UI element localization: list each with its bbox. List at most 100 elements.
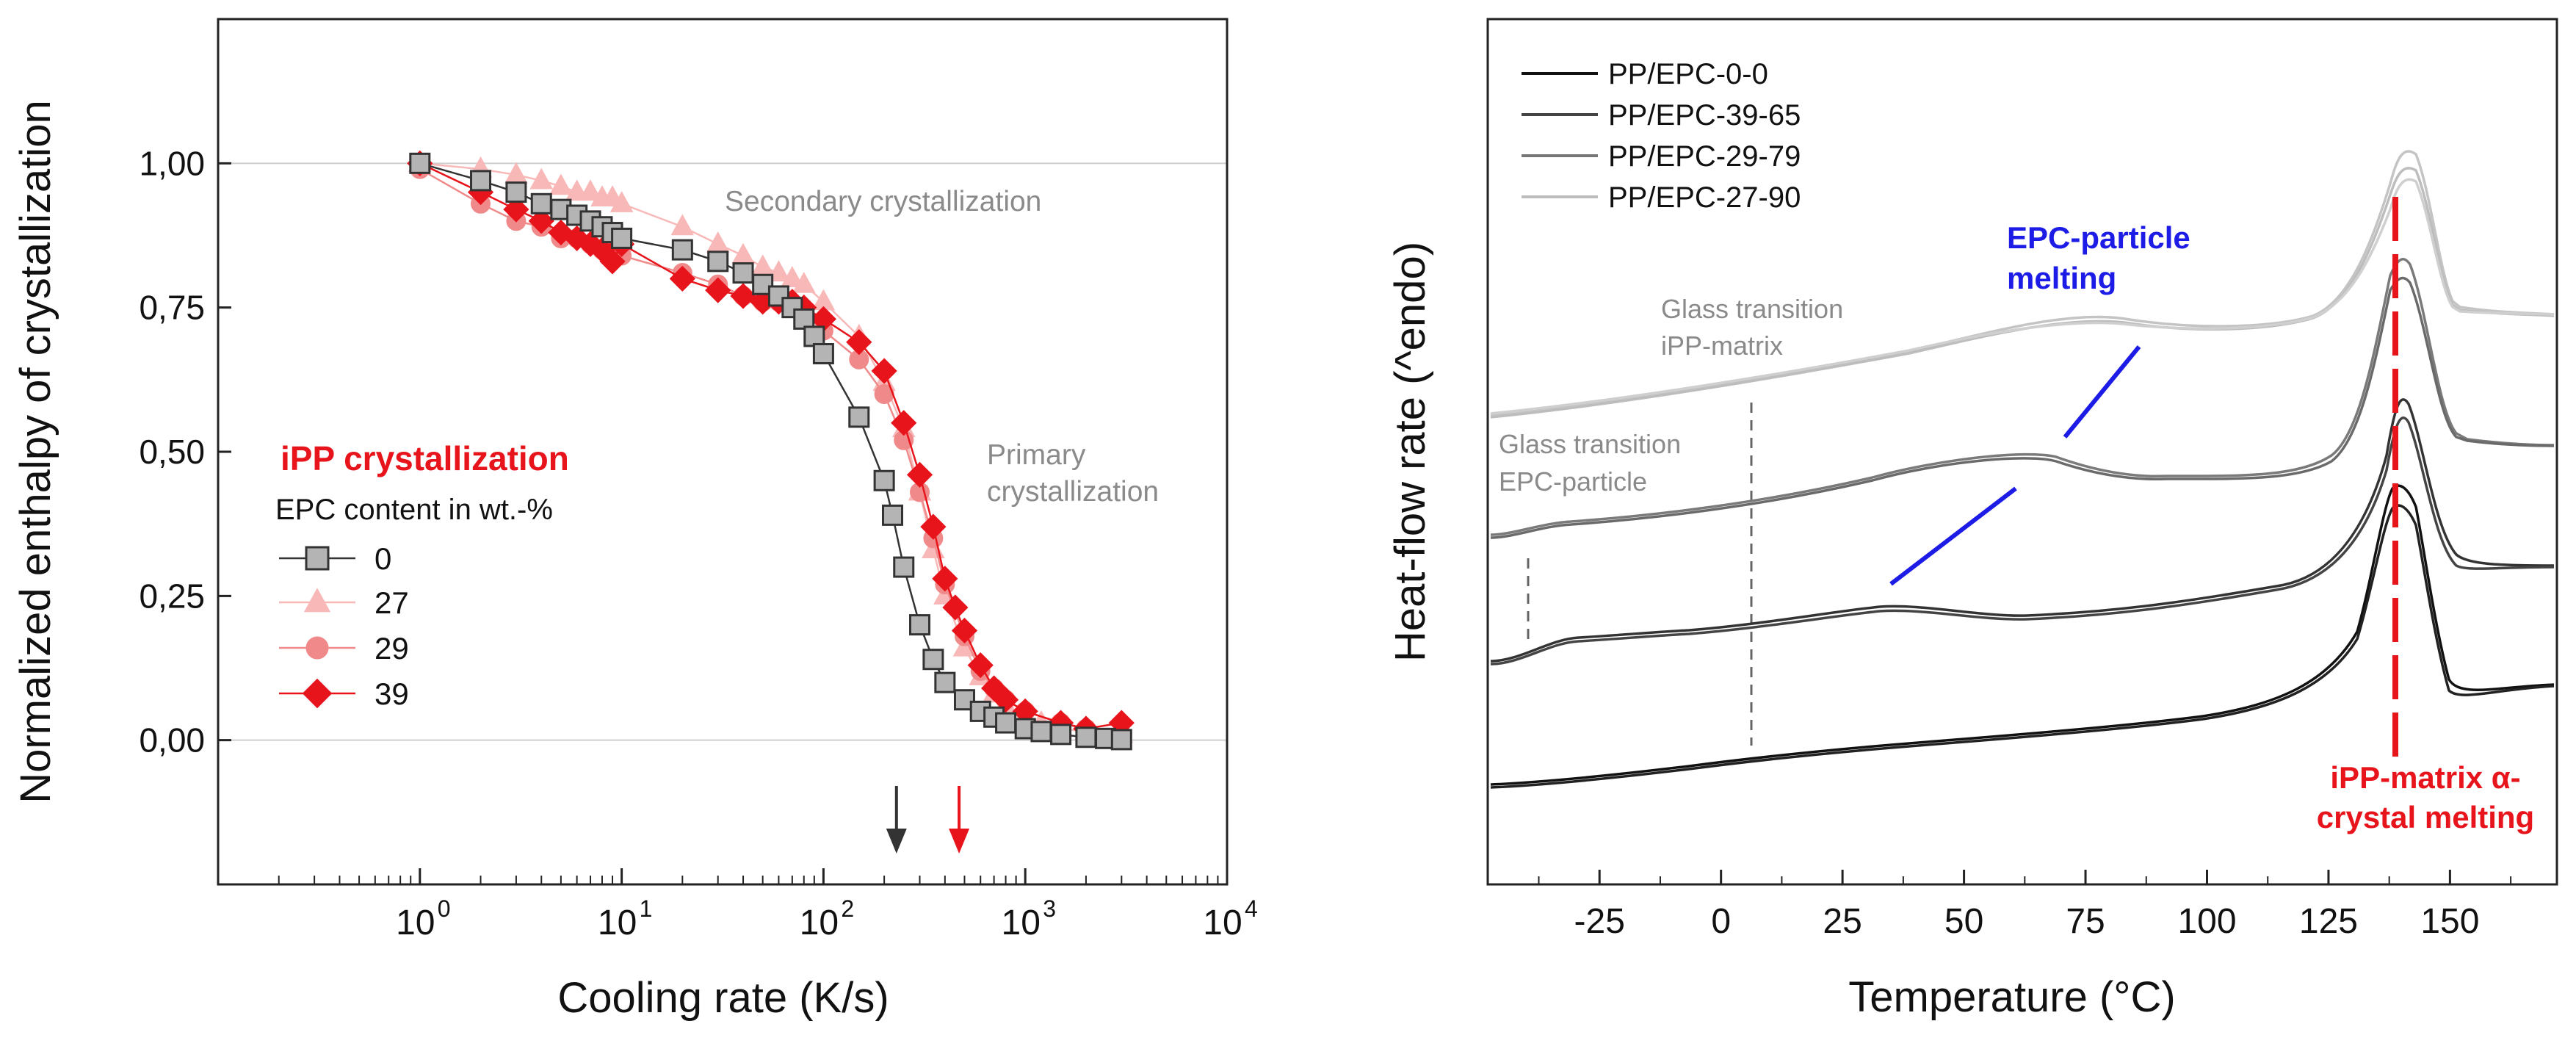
legend-item-pp-epc-27-90: PP/EPC-27-90 bbox=[1522, 181, 1801, 214]
legend-label: 39 bbox=[375, 677, 409, 711]
data-point-epc-0 bbox=[893, 556, 915, 578]
dsc-curves bbox=[1490, 150, 2555, 789]
curve-pp-epc-0-0-a bbox=[1490, 484, 2555, 786]
legend-label: 29 bbox=[375, 631, 409, 666]
left-y-axis-label: Normalized enthalpy of crystallization bbox=[12, 100, 59, 803]
glass-transition-epc-annotation-line1: Glass transition bbox=[1499, 429, 1681, 459]
legend-marker bbox=[305, 636, 329, 660]
legend-label: PP/EPC-27-90 bbox=[1608, 181, 1801, 214]
data-point-epc-0 bbox=[707, 250, 729, 273]
right-legend: PP/EPC-0-0 PP/EPC-39-65 PP/EPC-29-79 PP/EPC… bbox=[1522, 58, 1801, 214]
right-x-tick-label-7: 150 bbox=[2420, 902, 2479, 941]
right-plot-frame bbox=[1486, 18, 2558, 886]
right-x-axis-label: Temperature (°C) bbox=[1848, 973, 2175, 1021]
left-x-tick-label-2: 10 bbox=[800, 903, 839, 942]
data-point-epc-27 bbox=[579, 179, 602, 201]
data-point-epc-0 bbox=[671, 239, 693, 261]
left-y-tick-label-1: 0,25 bbox=[139, 577, 205, 615]
data-point-epc-0 bbox=[409, 152, 431, 174]
data-point-epc-0 bbox=[881, 504, 903, 526]
data-point-epc-39 bbox=[599, 248, 626, 275]
legend-item-epc-0: 0 bbox=[279, 541, 391, 576]
data-point-epc-27 bbox=[549, 173, 573, 195]
left-y-tick-label-3: 0,75 bbox=[139, 289, 205, 327]
left-x-tick-exponent-2: 2 bbox=[841, 895, 854, 922]
left-y-tick-label-4: 1,00 bbox=[139, 144, 205, 182]
primary-crystallization-annotation-line2: crystallization bbox=[987, 476, 1159, 508]
data-point-epc-39 bbox=[906, 461, 933, 488]
data-point-epc-39 bbox=[503, 196, 529, 223]
data-point-epc-39 bbox=[891, 410, 917, 436]
data-point-epc-0 bbox=[803, 325, 825, 347]
data-point-epc-0 bbox=[922, 649, 944, 671]
data-point-epc-39 bbox=[967, 652, 994, 679]
ipp-melting-annotation-line1: iPP-matrix α- bbox=[2330, 760, 2520, 795]
legend-marker bbox=[305, 546, 330, 571]
left-y-tick-label-2: 0,50 bbox=[139, 433, 205, 471]
data-point-epc-0 bbox=[470, 170, 492, 192]
data-point-epc-0 bbox=[1110, 729, 1132, 751]
data-point-epc-0 bbox=[995, 712, 1017, 734]
data-point-epc-0 bbox=[934, 671, 956, 693]
legend-subtitle: EPC content in wt.-% bbox=[275, 494, 553, 526]
data-point-epc-0 bbox=[812, 342, 834, 364]
curve-pp-epc-39-65-b bbox=[1490, 416, 2555, 666]
data-point-epc-0 bbox=[530, 192, 552, 214]
data-point-epc-27 bbox=[529, 167, 554, 190]
data-point-epc-27 bbox=[706, 231, 730, 253]
left-x-tick-label-1: 10 bbox=[598, 903, 637, 942]
left-chart: 0,000,250,500,751,00 10 0 10 1 10 2 10 3 10 4 Coo… bbox=[12, 18, 1258, 1022]
data-point-epc-39 bbox=[730, 283, 756, 309]
left-legend: iPP crystallization EPC content in wt.-%… bbox=[275, 439, 569, 711]
legend-label: 0 bbox=[375, 541, 391, 576]
right-x-tick-label-6: 125 bbox=[2299, 902, 2358, 941]
legend-item-pp-epc-39-65: PP/EPC-39-65 bbox=[1522, 99, 1801, 131]
cooling-rate-arrow-1 bbox=[949, 786, 970, 854]
epc-melting-annotation-line2: melting bbox=[2007, 261, 2116, 295]
cooling-rate-arrow-0 bbox=[886, 786, 907, 854]
data-point-epc-39 bbox=[992, 687, 1019, 713]
left-x-tick-exponent-3: 3 bbox=[1043, 895, 1056, 922]
data-point-epc-27 bbox=[731, 242, 755, 264]
epc-melting-line-lower bbox=[1889, 486, 2017, 586]
legend-marker bbox=[302, 678, 333, 709]
data-point-epc-0 bbox=[909, 614, 931, 636]
legend-label: PP/EPC-39-65 bbox=[1608, 99, 1801, 131]
data-point-epc-27 bbox=[750, 254, 775, 276]
left-x-tick-exponent-0: 0 bbox=[438, 895, 451, 922]
glass-transition-ipp-annotation-line2: iPP-matrix bbox=[1661, 331, 1783, 361]
data-point-epc-39 bbox=[920, 513, 947, 540]
curve-pp-epc-39-65 bbox=[1490, 398, 2555, 666]
right-chart: -25 0 25 50 75 100 125 150 bbox=[1386, 18, 2558, 1021]
data-point-epc-39 bbox=[846, 329, 872, 356]
data-point-epc-0 bbox=[1075, 726, 1097, 749]
left-x-tick-label-3: 10 bbox=[1002, 903, 1041, 942]
right-y-axis-label: Heat-flow rate (^endo) bbox=[1386, 242, 1434, 662]
legend-label: PP/EPC-29-79 bbox=[1608, 140, 1801, 173]
data-point-epc-0 bbox=[1030, 721, 1052, 743]
data-point-epc-0 bbox=[848, 406, 870, 428]
right-x-tick-label-0: -25 bbox=[1574, 902, 1625, 941]
epc-melting-annotation-line1: EPC-particle bbox=[2007, 220, 2190, 255]
glass-transition-ipp-annotation-line1: Glass transition bbox=[1661, 294, 1843, 324]
curve-pp-epc-29-79-a bbox=[1490, 258, 2555, 536]
data-point-epc-39 bbox=[669, 265, 695, 292]
data-point-epc-0 bbox=[1050, 724, 1072, 746]
right-x-tick-label-1: 0 bbox=[1711, 902, 1731, 941]
data-point-epc-39 bbox=[871, 358, 897, 384]
data-point-epc-39 bbox=[942, 594, 969, 621]
data-point-epc-39 bbox=[705, 277, 731, 303]
data-point-epc-0 bbox=[732, 262, 754, 284]
ipp-melting-annotation-line2: crystal melting bbox=[2317, 800, 2534, 834]
legend-item-epc-27: 27 bbox=[279, 585, 409, 620]
glass-transition-epc-annotation-line2: EPC-particle bbox=[1499, 466, 1647, 497]
left-x-tick-exponent-4: 4 bbox=[1245, 895, 1258, 922]
left-x-tick-label-0: 10 bbox=[396, 903, 435, 942]
curve-pp-epc-29-79 bbox=[1490, 258, 2555, 539]
legend-label: 27 bbox=[375, 585, 409, 620]
data-point-epc-0 bbox=[611, 227, 633, 249]
data-point-epc-27 bbox=[609, 191, 634, 212]
curve-pp-epc-0-0-b bbox=[1490, 504, 2555, 789]
data-point-epc-27 bbox=[781, 266, 804, 287]
